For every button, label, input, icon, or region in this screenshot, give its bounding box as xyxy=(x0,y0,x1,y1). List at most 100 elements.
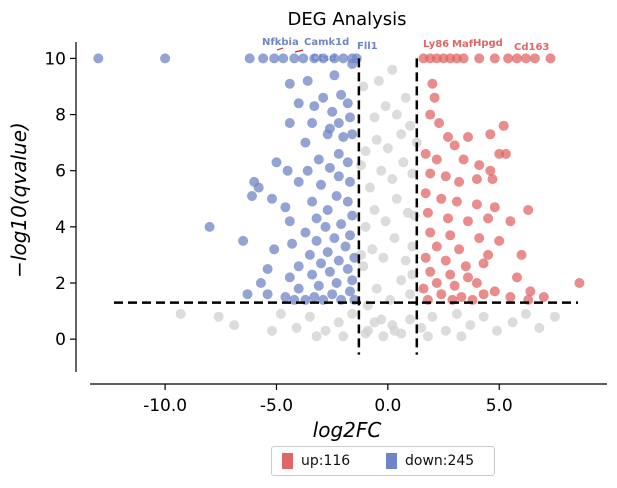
point-down-73 xyxy=(262,264,273,274)
point-up-30 xyxy=(425,168,436,179)
point-down-23 xyxy=(345,112,355,123)
point-down-7 xyxy=(298,53,309,64)
point-down-59 xyxy=(320,221,331,232)
point-ns-26 xyxy=(549,311,560,322)
point-down-10 xyxy=(329,53,340,64)
point-up-10 xyxy=(512,53,522,64)
point-up-41 xyxy=(422,207,433,218)
point-up-20 xyxy=(498,120,509,131)
point-ns-30 xyxy=(396,275,407,286)
point-down-56 xyxy=(204,221,215,232)
point-down-41 xyxy=(253,182,264,193)
point-down-35 xyxy=(313,154,324,165)
point-up-46 xyxy=(425,227,436,238)
point-down-44 xyxy=(316,179,326,190)
point-ns-20 xyxy=(465,320,476,331)
point-ns-45 xyxy=(387,174,398,185)
point-ns-56 xyxy=(400,92,411,103)
label-connector-1 xyxy=(294,49,304,53)
gene-label-cd163: Cd163 xyxy=(514,42,549,53)
point-down-32 xyxy=(300,137,311,148)
point-up-53 xyxy=(483,249,494,260)
point-up-59 xyxy=(445,269,456,280)
point-down-48 xyxy=(331,191,342,201)
point-ns-0 xyxy=(175,308,186,319)
point-down-51 xyxy=(280,202,291,213)
point-ns-32 xyxy=(358,261,369,272)
gene-label-nfkbia: Nfkbia xyxy=(262,37,299,48)
point-ns-62 xyxy=(409,210,420,221)
point-down-1 xyxy=(160,53,171,64)
point-up-45 xyxy=(505,216,516,227)
point-down-53 xyxy=(347,210,358,221)
point-ns-9 xyxy=(347,308,358,319)
point-ns-52 xyxy=(405,120,416,131)
point-ns-57 xyxy=(373,75,384,86)
point-ns-70 xyxy=(456,331,467,342)
point-down-80 xyxy=(313,280,324,291)
point-up-7 xyxy=(474,53,485,64)
point-ns-33 xyxy=(367,244,378,255)
point-down-78 xyxy=(347,275,358,286)
point-ns-18 xyxy=(440,325,451,336)
point-ns-39 xyxy=(369,205,380,215)
point-down-63 xyxy=(311,235,322,246)
gene-label-hpgd: Hpgd xyxy=(473,38,503,49)
point-ns-43 xyxy=(365,182,375,193)
point-ns-71 xyxy=(311,331,322,342)
point-down-14 xyxy=(347,59,358,69)
y-tick-label-1: 2 xyxy=(55,274,66,294)
y-tick-label-5: 10 xyxy=(44,49,66,69)
point-down-6 xyxy=(289,53,300,64)
point-down-22 xyxy=(327,106,338,117)
point-up-16 xyxy=(425,109,436,120)
point-down-50 xyxy=(307,196,318,207)
point-down-68 xyxy=(304,249,315,260)
point-down-87 xyxy=(280,292,291,302)
point-down-38 xyxy=(302,165,313,176)
point-up-42 xyxy=(443,213,453,224)
point-up-56 xyxy=(460,261,471,272)
point-up-43 xyxy=(463,216,473,227)
point-ns-5 xyxy=(291,322,302,333)
point-ns-28 xyxy=(371,283,382,294)
point-up-64 xyxy=(431,278,442,288)
point-down-36 xyxy=(342,157,353,168)
point-ns-1 xyxy=(213,311,224,322)
point-down-85 xyxy=(327,289,338,300)
point-down-18 xyxy=(336,89,347,100)
point-down-74 xyxy=(342,264,353,274)
point-ns-37 xyxy=(407,241,418,252)
point-ns-40 xyxy=(380,216,391,227)
point-up-27 xyxy=(485,165,496,176)
point-down-5 xyxy=(278,53,289,64)
point-down-55 xyxy=(284,216,295,227)
y-axis-label: −log10(qvalue) xyxy=(7,122,31,278)
point-up-17 xyxy=(434,118,445,128)
point-up-62 xyxy=(574,278,585,288)
point-down-34 xyxy=(333,148,344,159)
x-tick-label-1: -5.0 xyxy=(260,396,293,416)
point-ns-15 xyxy=(405,314,416,325)
point-down-75 xyxy=(324,266,335,277)
point-ns-23 xyxy=(507,317,518,328)
gene-label-ly86: Ly86 xyxy=(423,39,449,50)
point-ns-4 xyxy=(275,308,286,319)
point-down-79 xyxy=(331,278,342,288)
point-up-72 xyxy=(478,289,489,300)
point-down-2 xyxy=(244,53,255,64)
point-up-12 xyxy=(529,53,540,64)
point-up-52 xyxy=(454,244,465,255)
point-up-71 xyxy=(456,292,467,302)
legend-swatch-up xyxy=(282,453,293,469)
point-up-14 xyxy=(427,78,438,89)
point-ns-2 xyxy=(229,320,240,331)
point-up-70 xyxy=(436,289,447,300)
point-down-17 xyxy=(284,78,295,89)
point-down-8 xyxy=(309,53,320,64)
x-tick-label-0: -10.0 xyxy=(143,396,187,416)
y-tick-label-0: 0 xyxy=(55,330,66,350)
point-up-34 xyxy=(487,174,498,185)
point-up-47 xyxy=(445,230,456,241)
gene-label-ctsd: Ctsd xyxy=(311,53,336,64)
